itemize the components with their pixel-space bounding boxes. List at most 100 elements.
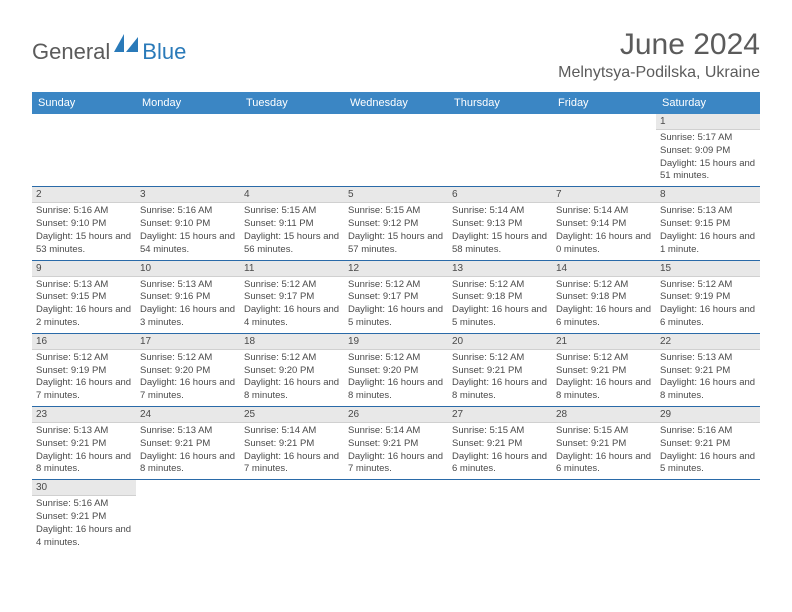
day-number: 6	[448, 187, 552, 203]
sunrise-text: Sunrise: 5:14 AM	[244, 425, 340, 438]
dow-monday: Monday	[136, 92, 240, 114]
day-number: 8	[656, 187, 760, 203]
sunrise-text: Sunrise: 5:14 AM	[348, 425, 444, 438]
day-number: 14	[552, 261, 656, 277]
calendar-cell: 21Sunrise: 5:12 AMSunset: 9:21 PMDayligh…	[552, 333, 656, 406]
calendar-week-row: 1Sunrise: 5:17 AMSunset: 9:09 PMDaylight…	[32, 114, 760, 187]
day-content: Sunrise: 5:16 AMSunset: 9:10 PMDaylight:…	[32, 203, 136, 259]
calendar-cell	[136, 114, 240, 187]
sunset-text: Sunset: 9:21 PM	[244, 438, 340, 451]
sunset-text: Sunset: 9:12 PM	[348, 218, 444, 231]
day-content: Sunrise: 5:12 AMSunset: 9:17 PMDaylight:…	[344, 277, 448, 333]
day-number: 13	[448, 261, 552, 277]
header: General Blue June 2024 Melnytsya-Podilsk…	[32, 28, 760, 82]
sunset-text: Sunset: 9:21 PM	[556, 438, 652, 451]
sunset-text: Sunset: 9:17 PM	[348, 291, 444, 304]
logo-text-general: General	[32, 39, 110, 65]
day-content: Sunrise: 5:15 AMSunset: 9:21 PMDaylight:…	[552, 423, 656, 479]
daylight-text: Daylight: 16 hours and 4 minutes.	[36, 524, 132, 550]
calendar-cell: 28Sunrise: 5:15 AMSunset: 9:21 PMDayligh…	[552, 407, 656, 480]
sunrise-text: Sunrise: 5:16 AM	[660, 425, 756, 438]
daylight-text: Daylight: 16 hours and 7 minutes.	[244, 451, 340, 477]
day-content: Sunrise: 5:17 AMSunset: 9:09 PMDaylight:…	[656, 130, 760, 186]
daylight-text: Daylight: 16 hours and 8 minutes.	[452, 377, 548, 403]
day-content: Sunrise: 5:13 AMSunset: 9:15 PMDaylight:…	[656, 203, 760, 259]
day-number: 4	[240, 187, 344, 203]
sunrise-text: Sunrise: 5:12 AM	[348, 279, 444, 292]
day-content: Sunrise: 5:16 AMSunset: 9:21 PMDaylight:…	[656, 423, 760, 479]
day-content: Sunrise: 5:12 AMSunset: 9:19 PMDaylight:…	[656, 277, 760, 333]
sunset-text: Sunset: 9:21 PM	[660, 438, 756, 451]
calendar-cell: 16Sunrise: 5:12 AMSunset: 9:19 PMDayligh…	[32, 333, 136, 406]
sunset-text: Sunset: 9:21 PM	[140, 438, 236, 451]
calendar-cell: 11Sunrise: 5:12 AMSunset: 9:17 PMDayligh…	[240, 260, 344, 333]
day-number: 7	[552, 187, 656, 203]
day-content: Sunrise: 5:15 AMSunset: 9:11 PMDaylight:…	[240, 203, 344, 259]
sunset-text: Sunset: 9:15 PM	[36, 291, 132, 304]
calendar-week-row: 9Sunrise: 5:13 AMSunset: 9:15 PMDaylight…	[32, 260, 760, 333]
sunrise-text: Sunrise: 5:16 AM	[36, 498, 132, 511]
sunset-text: Sunset: 9:10 PM	[36, 218, 132, 231]
sunset-text: Sunset: 9:19 PM	[660, 291, 756, 304]
sunrise-text: Sunrise: 5:17 AM	[660, 132, 756, 145]
sunrise-text: Sunrise: 5:12 AM	[556, 352, 652, 365]
sunrise-text: Sunrise: 5:12 AM	[140, 352, 236, 365]
day-number: 23	[32, 407, 136, 423]
dow-sunday: Sunday	[32, 92, 136, 114]
calendar-table: Sunday Monday Tuesday Wednesday Thursday…	[32, 92, 760, 553]
day-content: Sunrise: 5:12 AMSunset: 9:18 PMDaylight:…	[552, 277, 656, 333]
day-number: 17	[136, 334, 240, 350]
daylight-text: Daylight: 16 hours and 5 minutes.	[452, 304, 548, 330]
day-content: Sunrise: 5:12 AMSunset: 9:19 PMDaylight:…	[32, 350, 136, 406]
calendar-week-row: 23Sunrise: 5:13 AMSunset: 9:21 PMDayligh…	[32, 407, 760, 480]
day-content: Sunrise: 5:15 AMSunset: 9:21 PMDaylight:…	[448, 423, 552, 479]
day-number: 20	[448, 334, 552, 350]
daylight-text: Daylight: 16 hours and 6 minutes.	[452, 451, 548, 477]
calendar-cell: 1Sunrise: 5:17 AMSunset: 9:09 PMDaylight…	[656, 114, 760, 187]
sunrise-text: Sunrise: 5:12 AM	[244, 279, 340, 292]
calendar-cell: 3Sunrise: 5:16 AMSunset: 9:10 PMDaylight…	[136, 187, 240, 260]
day-number: 26	[344, 407, 448, 423]
day-number: 11	[240, 261, 344, 277]
calendar-cell	[552, 114, 656, 187]
day-number: 1	[656, 114, 760, 130]
sunrise-text: Sunrise: 5:12 AM	[36, 352, 132, 365]
calendar-cell	[32, 114, 136, 187]
daylight-text: Daylight: 16 hours and 7 minutes.	[36, 377, 132, 403]
day-content: Sunrise: 5:15 AMSunset: 9:12 PMDaylight:…	[344, 203, 448, 259]
day-number: 3	[136, 187, 240, 203]
sunrise-text: Sunrise: 5:13 AM	[660, 352, 756, 365]
day-number: 21	[552, 334, 656, 350]
daylight-text: Daylight: 16 hours and 4 minutes.	[244, 304, 340, 330]
logo-text-blue: Blue	[142, 39, 186, 65]
day-content: Sunrise: 5:12 AMSunset: 9:17 PMDaylight:…	[240, 277, 344, 333]
sunset-text: Sunset: 9:11 PM	[244, 218, 340, 231]
day-content: Sunrise: 5:16 AMSunset: 9:10 PMDaylight:…	[136, 203, 240, 259]
day-number: 29	[656, 407, 760, 423]
sunset-text: Sunset: 9:19 PM	[36, 365, 132, 378]
day-content: Sunrise: 5:14 AMSunset: 9:21 PMDaylight:…	[240, 423, 344, 479]
logo: General Blue	[32, 34, 186, 69]
day-content: Sunrise: 5:16 AMSunset: 9:21 PMDaylight:…	[32, 496, 136, 552]
daylight-text: Daylight: 15 hours and 51 minutes.	[660, 158, 756, 184]
calendar-cell: 24Sunrise: 5:13 AMSunset: 9:21 PMDayligh…	[136, 407, 240, 480]
calendar-cell	[448, 480, 552, 553]
sunrise-text: Sunrise: 5:14 AM	[556, 205, 652, 218]
calendar-cell: 29Sunrise: 5:16 AMSunset: 9:21 PMDayligh…	[656, 407, 760, 480]
daylight-text: Daylight: 16 hours and 8 minutes.	[348, 377, 444, 403]
sunset-text: Sunset: 9:21 PM	[452, 365, 548, 378]
calendar-cell	[240, 480, 344, 553]
sunrise-text: Sunrise: 5:15 AM	[556, 425, 652, 438]
calendar-cell: 25Sunrise: 5:14 AMSunset: 9:21 PMDayligh…	[240, 407, 344, 480]
day-content-empty	[552, 114, 656, 164]
daylight-text: Daylight: 15 hours and 57 minutes.	[348, 231, 444, 257]
daylight-text: Daylight: 16 hours and 5 minutes.	[660, 451, 756, 477]
day-number: 19	[344, 334, 448, 350]
daylight-text: Daylight: 16 hours and 8 minutes.	[140, 451, 236, 477]
daylight-text: Daylight: 16 hours and 6 minutes.	[660, 304, 756, 330]
sunrise-text: Sunrise: 5:13 AM	[660, 205, 756, 218]
day-content: Sunrise: 5:14 AMSunset: 9:13 PMDaylight:…	[448, 203, 552, 259]
sunrise-text: Sunrise: 5:15 AM	[348, 205, 444, 218]
daylight-text: Daylight: 16 hours and 8 minutes.	[556, 377, 652, 403]
sunrise-text: Sunrise: 5:12 AM	[452, 352, 548, 365]
